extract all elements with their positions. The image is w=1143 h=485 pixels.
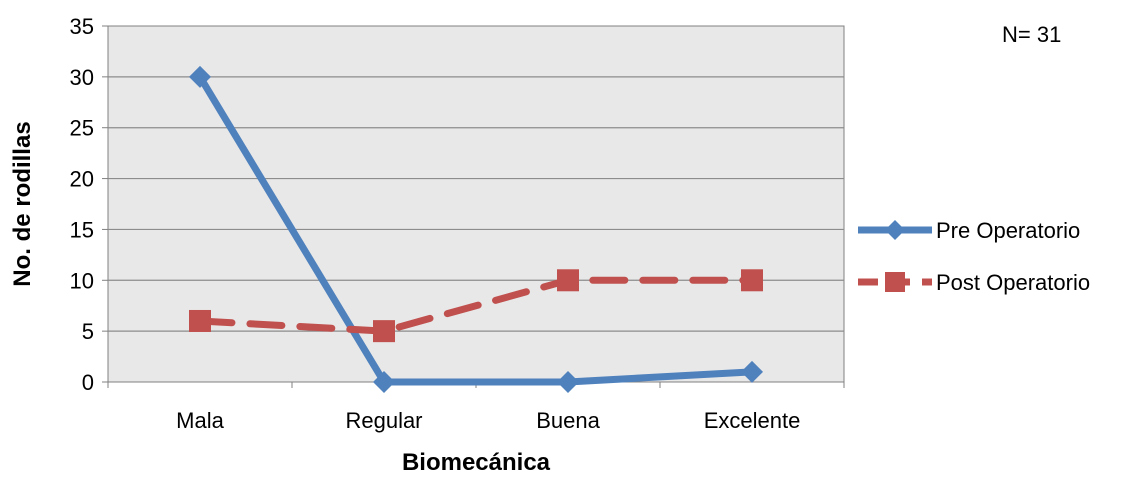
y-axis-ticks: 0 5 10 15 20 25 30 35 xyxy=(70,14,108,395)
diamond-marker xyxy=(189,65,211,88)
y-tick-label: 20 xyxy=(70,167,94,192)
y-tick-label: 25 xyxy=(70,116,94,141)
y-tick-label: 5 xyxy=(82,319,94,344)
series-1 xyxy=(189,65,763,393)
legend-label: Post Operatorio xyxy=(936,270,1090,295)
series-line xyxy=(197,75,753,386)
square-marker xyxy=(885,272,905,292)
x-tick-label: Regular xyxy=(345,408,422,433)
series-2 xyxy=(189,269,763,343)
y-tick-label: 15 xyxy=(70,217,94,242)
x-tick-label: Excelente xyxy=(704,408,801,433)
y-tick-label: 30 xyxy=(70,65,94,90)
square-marker xyxy=(557,269,579,292)
diamond-marker xyxy=(373,371,395,393)
legend-item-2: Post Operatorio xyxy=(858,270,1090,295)
square-marker xyxy=(189,309,211,332)
square-marker xyxy=(741,269,763,292)
legend-label: Pre Operatorio xyxy=(936,218,1080,243)
x-axis-title: Biomecánica xyxy=(402,449,551,476)
y-tick-label: 0 xyxy=(82,370,94,395)
y-tick-label: 35 xyxy=(70,14,94,39)
x-tick-label: Buena xyxy=(536,408,600,433)
y-tick-label: 10 xyxy=(70,268,94,293)
sample-size-note: N= 31 xyxy=(1002,22,1061,47)
series-group xyxy=(189,65,763,393)
square-marker xyxy=(373,320,395,343)
plot-area xyxy=(107,25,845,383)
legend: Pre Operatorio Post Operatorio xyxy=(858,218,1090,295)
x-axis-ticks: Mala Regular Buena Excelente xyxy=(107,382,845,433)
diamond-marker xyxy=(741,360,763,383)
diamond-marker xyxy=(885,220,905,240)
x-tick-label: Mala xyxy=(176,408,224,433)
diamond-marker xyxy=(557,371,579,393)
series-line xyxy=(196,276,756,335)
legend-item-1: Pre Operatorio xyxy=(858,218,1080,243)
y-axis-title: No. de rodillas xyxy=(9,121,36,286)
